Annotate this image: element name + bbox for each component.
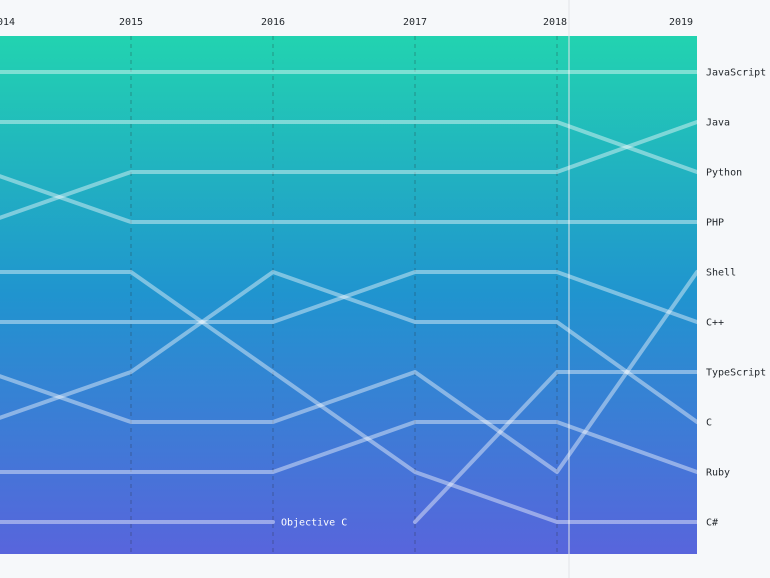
series-line-c- (0, 270, 699, 524)
plot-background (0, 36, 697, 554)
language-label: PHP (706, 218, 724, 229)
year-grid (130, 36, 558, 554)
language-label: C# (706, 518, 718, 529)
year-tick-label: 2015 (119, 17, 143, 28)
year-tick-label: 2018 (543, 17, 567, 28)
year-tick-label: 2019 (669, 17, 693, 28)
year-tick-label: 014 (0, 17, 15, 28)
series-line-shell (0, 270, 699, 474)
series-line-java (0, 120, 699, 220)
rank-lines (0, 70, 699, 524)
language-label: Ruby (706, 468, 730, 479)
series-line-ruby (0, 420, 699, 474)
series-line-python (0, 120, 699, 174)
year-tick-label: 2017 (403, 17, 427, 28)
language-label: TypeScript (706, 368, 766, 379)
language-label: Python (706, 168, 742, 179)
inline-series-label: Objective C (281, 518, 347, 529)
language-label: JavaScript (706, 68, 766, 79)
language-label: C (706, 418, 712, 429)
series-line-c- (0, 270, 699, 324)
language-label: C++ (706, 318, 724, 329)
year-tick-label: 2016 (261, 17, 285, 28)
language-labels: JavaScript Python Java PHP C# C++ TypeScript Sh… (281, 68, 766, 529)
series-line-typescript (413, 370, 699, 524)
series-line-c (0, 270, 699, 424)
year-ticks: 014 2015 2016 2017 2018 2019 (0, 17, 693, 28)
series-line-php (0, 174, 699, 224)
language-label: Shell (706, 268, 736, 279)
language-label: Java (706, 118, 730, 129)
